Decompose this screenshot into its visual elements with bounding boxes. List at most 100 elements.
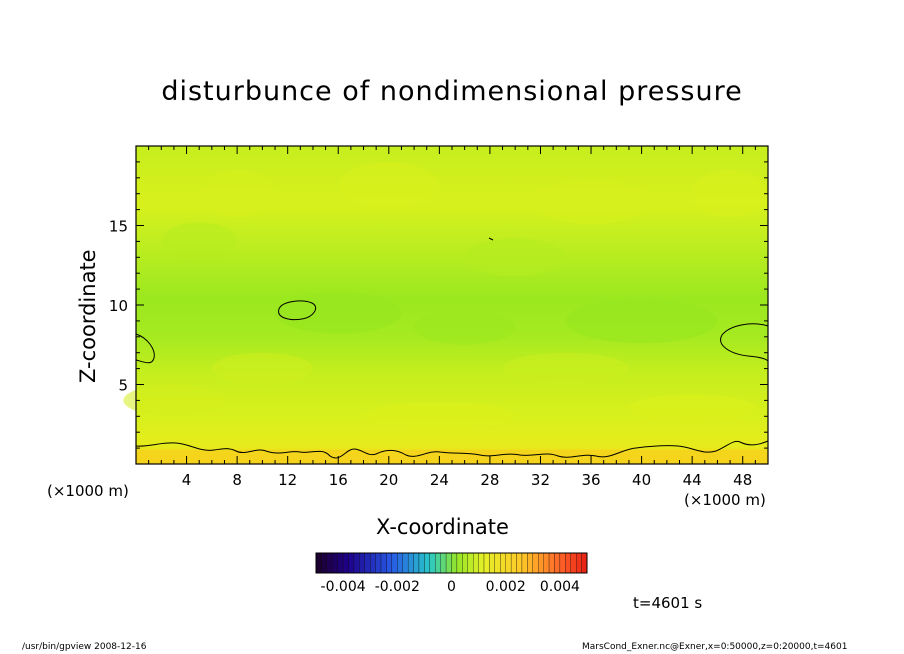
y-axis-unit: (×1000 m) <box>47 482 129 500</box>
colorbar-cell <box>467 552 474 574</box>
colorbar-cell <box>473 552 479 574</box>
colorbar-cell <box>565 552 571 574</box>
chart-title: disturbunce of nondimensional pressure <box>161 76 743 107</box>
field-patch <box>628 394 756 423</box>
colorbar-cell <box>462 552 468 574</box>
colorbar-cell <box>429 552 436 574</box>
colorbar-cell <box>364 552 371 574</box>
colorbar-cell <box>505 552 512 574</box>
surface-layer <box>136 449 768 464</box>
colorbar-cell <box>500 552 506 574</box>
field-patch <box>692 169 768 218</box>
colorbar-cell <box>380 552 387 574</box>
colorbar-cell <box>521 552 528 574</box>
colorbar-cell <box>402 552 409 574</box>
colorbar-cell <box>478 552 485 574</box>
colorbar-cell <box>489 552 496 574</box>
colorbar-tick-label: -0.004 <box>321 579 366 595</box>
colorbar-cell <box>348 552 355 574</box>
colorbar-cell <box>386 552 393 574</box>
colorbar-ticks: -0.004 -0.002 0 0.002 0.004 <box>321 579 580 595</box>
heatmap-patches <box>123 161 768 464</box>
footer-program: /usr/bin/gpview 2008-12-16 <box>22 642 147 652</box>
colorbar-cell <box>510 552 517 574</box>
time-label: t=4601 s <box>633 594 703 612</box>
contour-mid-left <box>278 300 317 321</box>
colorbar-cell <box>332 552 338 574</box>
y-tick-label: 5 <box>118 377 128 395</box>
colorbar-cell <box>342 552 349 574</box>
field-patch <box>414 309 516 345</box>
x-tick-label: 12 <box>278 471 297 489</box>
x-tick-label: 32 <box>531 471 550 489</box>
colorbar-cell <box>359 552 365 574</box>
y-tick-label: 15 <box>109 218 128 236</box>
x-axis: 4 8 12 16 20 24 28 32 36 40 44 48 <box>148 146 756 489</box>
field-patch <box>211 352 313 385</box>
colorbar-cell <box>370 552 376 574</box>
colorbar-cell <box>315 552 322 574</box>
y-tick-label: 10 <box>109 297 128 315</box>
colorbar-cell <box>543 552 550 574</box>
colorbar-cell <box>483 552 490 574</box>
colorbar-cell <box>570 552 577 574</box>
colorbar-cell <box>559 552 566 574</box>
contour-lines <box>135 237 769 459</box>
colorbar-cell <box>337 552 344 574</box>
field-patch <box>363 401 516 431</box>
field-patch <box>338 161 440 210</box>
y-axis: 5 10 15 <box>109 161 768 449</box>
field-patch <box>123 384 225 417</box>
colorbar-cell <box>353 552 360 574</box>
x-tick-label: 44 <box>683 471 702 489</box>
colorbar-cell <box>456 552 463 574</box>
colorbar-cell <box>445 552 452 574</box>
x-tick-label: 20 <box>379 471 398 489</box>
colorbar-tick-label: 0.004 <box>540 579 580 595</box>
colorbar-cell <box>413 552 420 574</box>
x-tick-label: 8 <box>232 471 242 489</box>
colorbar-cell <box>397 552 403 574</box>
field-patch <box>161 222 238 261</box>
colorbar-cell <box>435 552 441 574</box>
field-patch <box>565 298 718 344</box>
field-patch <box>275 292 402 334</box>
contour-mid-right <box>720 323 769 362</box>
contour-left-edge <box>135 333 155 364</box>
x-tick-label: 16 <box>329 471 348 489</box>
colorbar-cell <box>424 552 430 574</box>
contour-dot <box>488 237 494 241</box>
colorbar-frame <box>315 552 588 574</box>
x-tick-label: 40 <box>632 471 651 489</box>
colorbar-tick-label: -0.002 <box>375 579 420 595</box>
colorbar-cells <box>315 552 588 574</box>
colorbar-cell <box>581 552 588 574</box>
colorbar-cell <box>375 552 382 574</box>
x-axis-unit: (×1000 m) <box>684 491 766 509</box>
colorbar-cell <box>576 552 582 574</box>
colorbar-cell <box>516 552 523 574</box>
colorbar-cell <box>538 552 544 574</box>
x-axis-label: X-coordinate <box>376 515 509 539</box>
field-patch <box>502 352 629 385</box>
contour-surface <box>135 440 769 459</box>
colorbar-cell <box>321 552 327 574</box>
colorbar-cell <box>326 552 333 574</box>
colorbar-tick-label: 0 <box>447 579 456 595</box>
colorbar-cell <box>548 552 555 574</box>
colorbar-cell <box>391 552 398 574</box>
field-patch <box>527 179 655 224</box>
x-tick-label: 24 <box>430 471 449 489</box>
x-tick-label: 28 <box>480 471 499 489</box>
colorbar-cell <box>554 552 561 574</box>
field-patch <box>199 169 276 218</box>
colorbar-cell <box>451 552 458 574</box>
x-tick-label: 48 <box>733 471 752 489</box>
colorbar-cell <box>418 552 425 574</box>
colorbar-cell <box>494 552 501 574</box>
colorbar-cell <box>532 552 539 574</box>
x-tick-label: 36 <box>581 471 600 489</box>
colorbar-tick-label: 0.002 <box>486 579 526 595</box>
